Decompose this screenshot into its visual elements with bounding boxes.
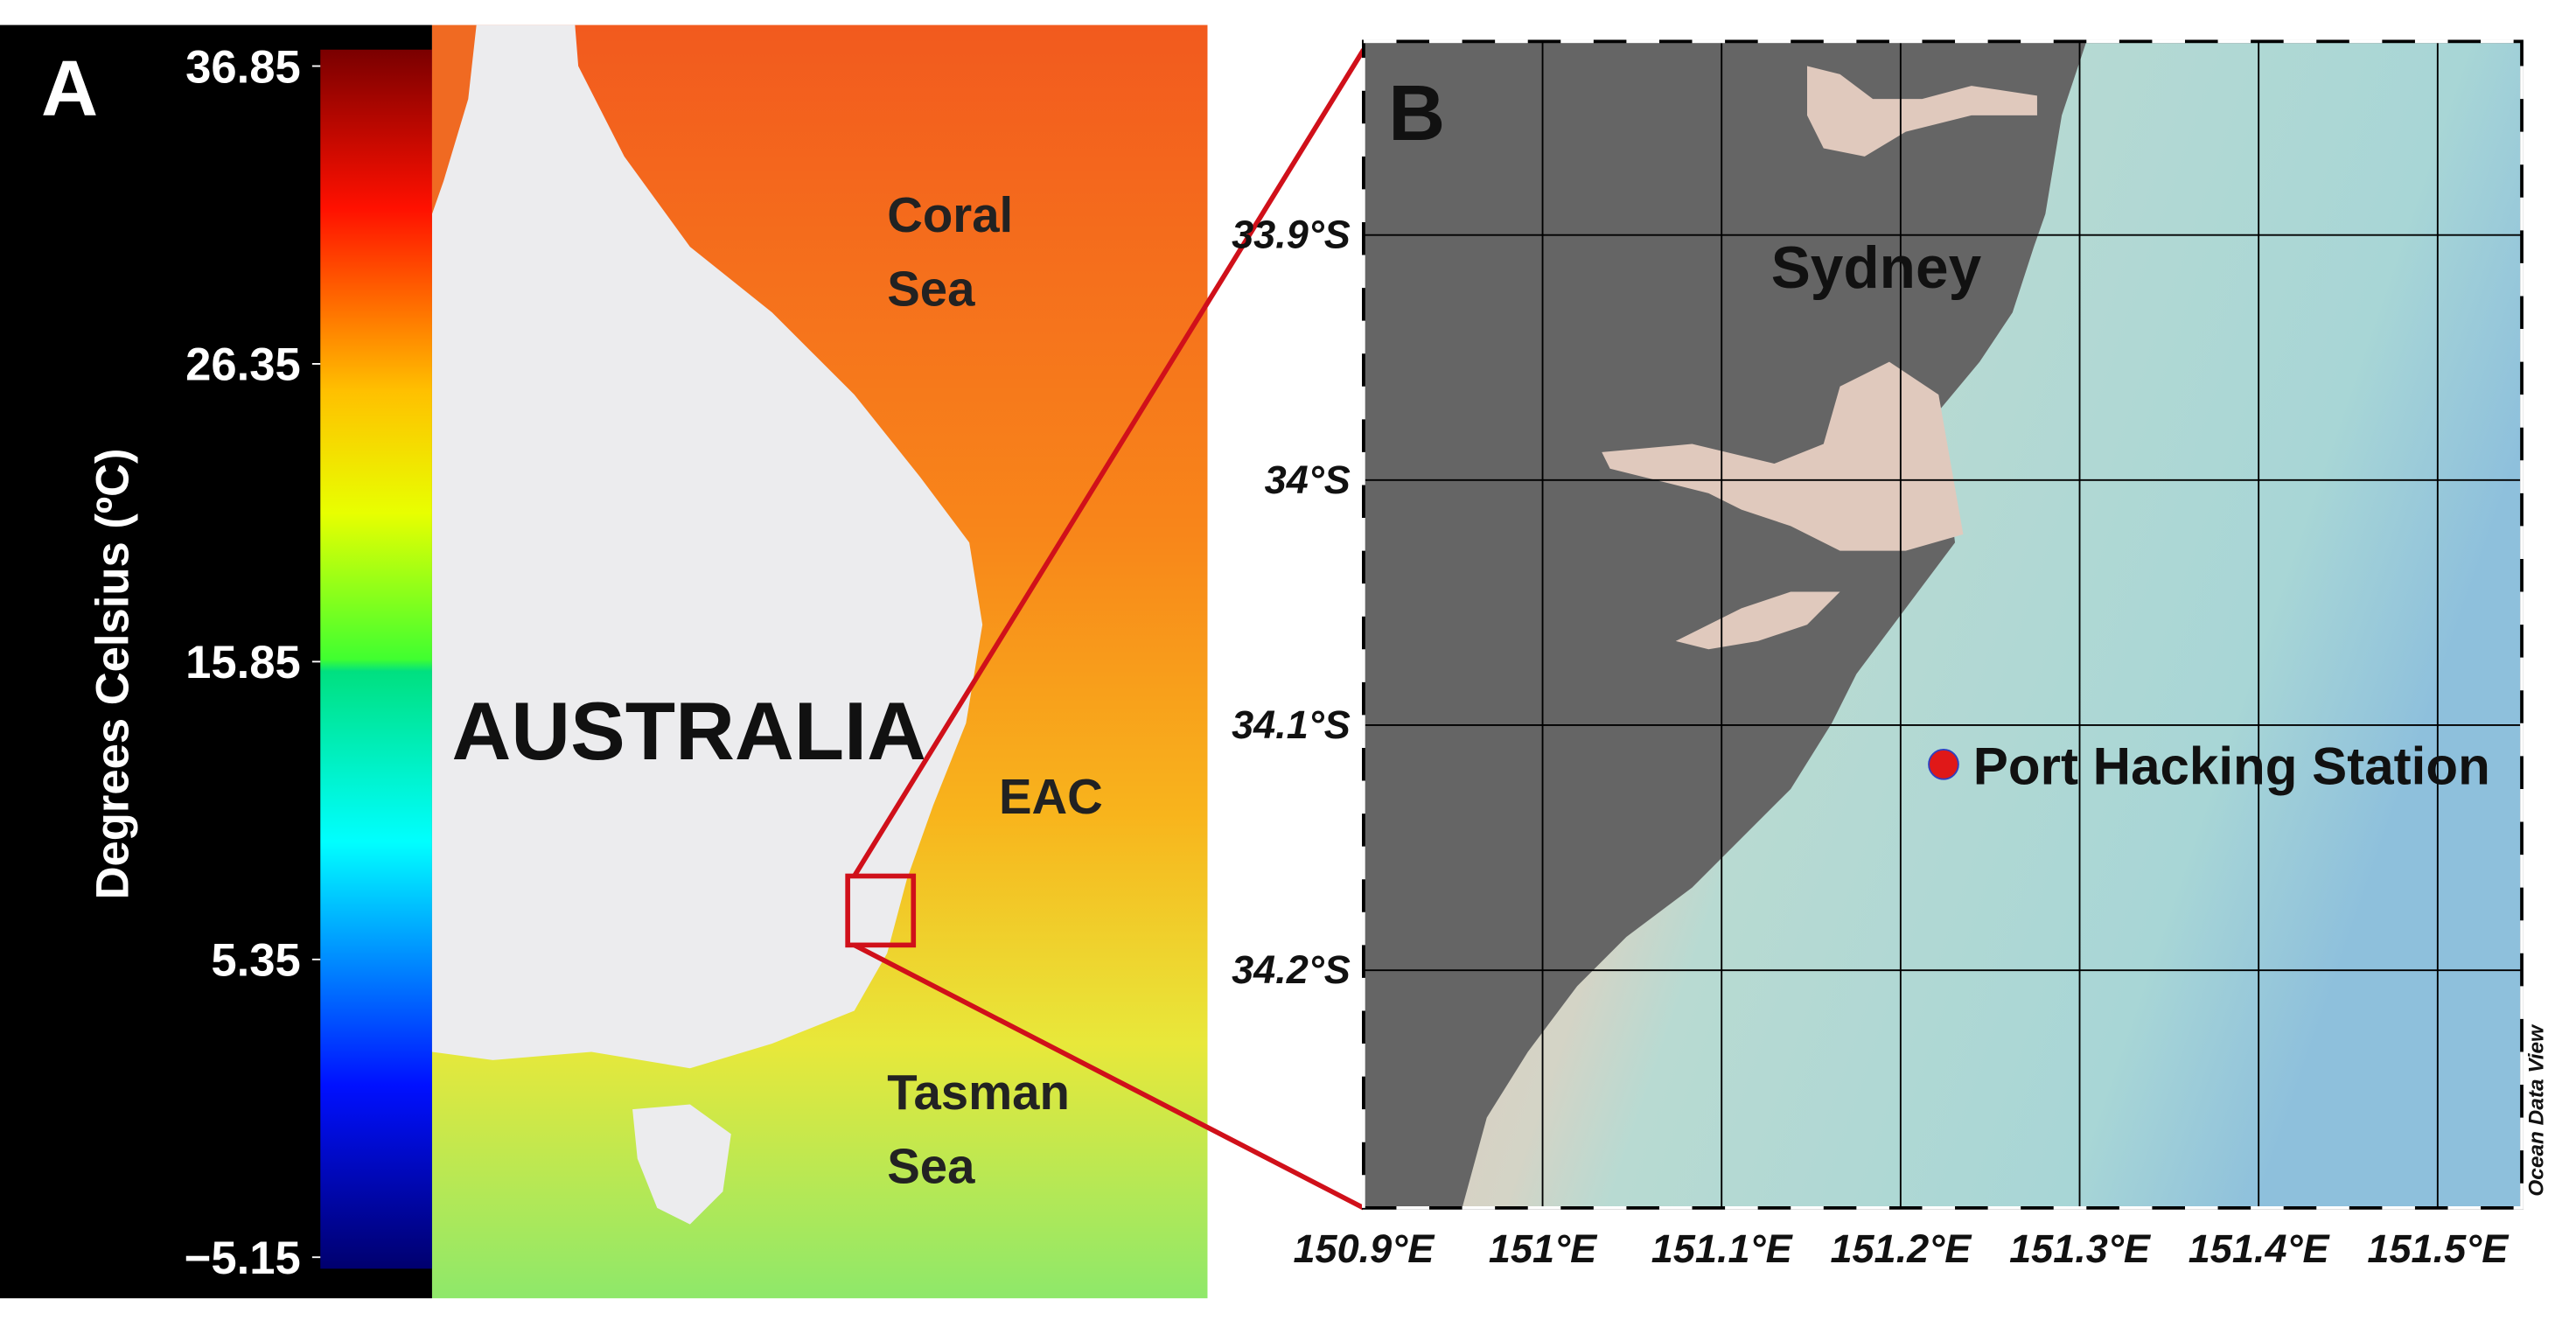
y-tick-label: 33.9°S xyxy=(1232,213,1351,257)
zoom-box xyxy=(845,873,917,948)
y-tick-label: 34°S xyxy=(1265,457,1351,502)
colorbar-tick-label: 15.85 xyxy=(185,637,301,688)
station-label: Port Hacking Station xyxy=(1973,737,2490,795)
station-marker xyxy=(1928,748,1959,780)
y-tick-label: 34.1°S xyxy=(1232,702,1351,747)
botany-bay xyxy=(1602,361,1964,551)
city-label: Sydney xyxy=(1771,235,1982,301)
x-tick-label: 151°E xyxy=(1489,1226,1598,1271)
region-label: Sea xyxy=(887,262,975,317)
colorbar-tick-label: 26.35 xyxy=(185,339,301,391)
gulf xyxy=(431,24,477,214)
region-label: EAC xyxy=(999,769,1103,824)
estuary xyxy=(1807,66,2037,157)
region-label: AUSTRALIA xyxy=(452,685,926,777)
colorbar xyxy=(320,49,432,1269)
x-tick-label: 151.4°E xyxy=(2189,1226,2331,1271)
colorbar-tick-label: 36.85 xyxy=(185,41,301,93)
map-frame-dashes xyxy=(1362,39,2524,1210)
region-label: Sea xyxy=(887,1139,975,1194)
land-tasmania xyxy=(632,1104,731,1225)
panel-label: A xyxy=(41,45,98,133)
x-tick-label: 151.2°E xyxy=(1830,1226,1972,1271)
colorbar-tick-label: −5.15 xyxy=(185,1233,301,1284)
zoom-line xyxy=(853,942,1365,1211)
panel-label: B xyxy=(1388,69,1445,157)
y-tick-label: 34.2°S xyxy=(1232,947,1351,992)
port-hacking xyxy=(1675,591,1840,650)
colorbar-title: Degrees Celsius (ºC) xyxy=(87,448,138,899)
region-label: Coral xyxy=(887,187,1013,242)
zoom-line xyxy=(852,48,1366,877)
x-tick-label: 151.1°E xyxy=(1651,1226,1794,1271)
colorbar-tick-label: 5.35 xyxy=(211,935,300,987)
credit: Ocean Data View xyxy=(2524,1023,2548,1197)
x-tick-label: 151.3°E xyxy=(2009,1226,2152,1271)
region-label: Tasman xyxy=(887,1065,1070,1120)
x-tick-label: 150.9°E xyxy=(1293,1226,1435,1271)
land-australia xyxy=(431,24,983,1069)
x-tick-label: 151.5°E xyxy=(2367,1226,2510,1271)
